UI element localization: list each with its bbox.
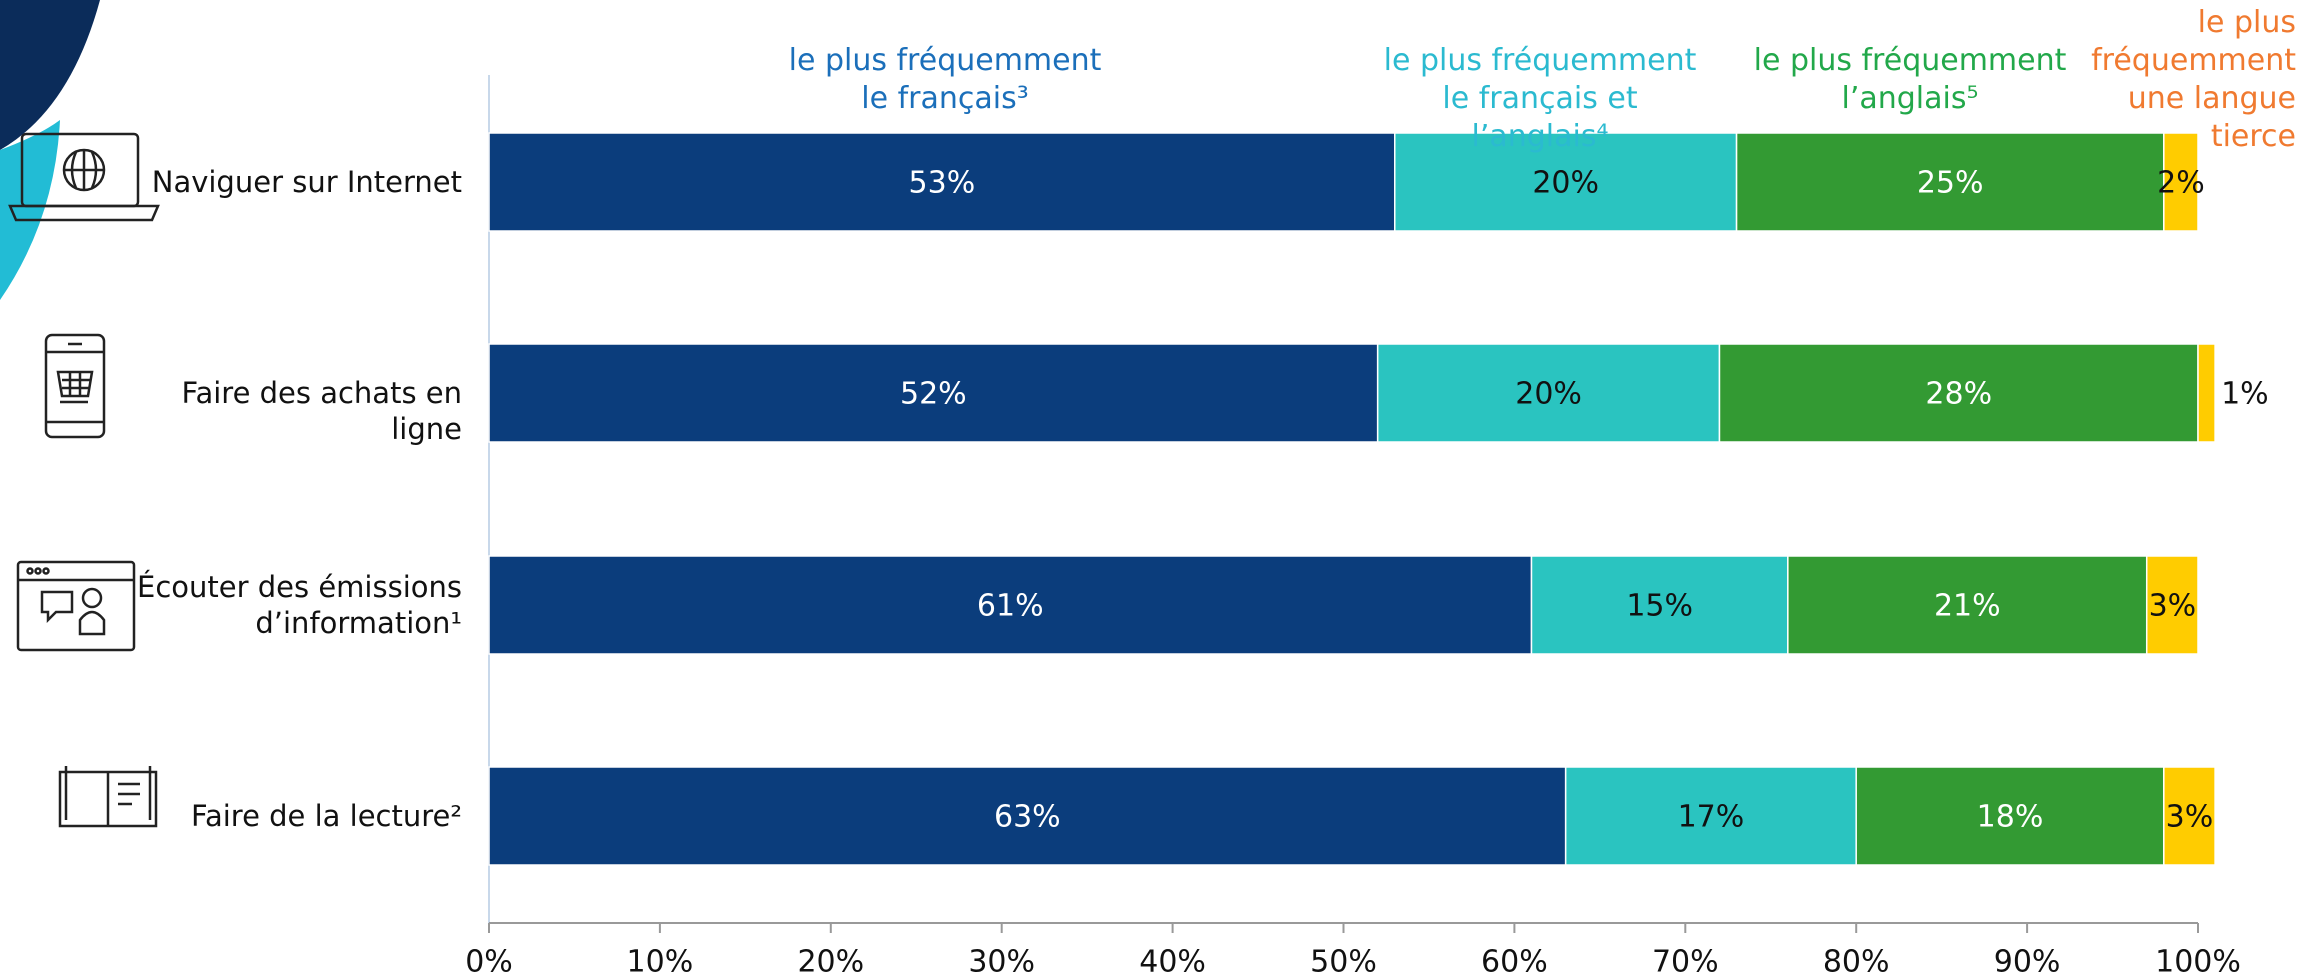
decoration: [0, 0, 100, 300]
bar-segment: [2163, 766, 2216, 866]
bar-segment: [488, 132, 1396, 232]
x-tick-label: 90%: [1994, 945, 2061, 974]
value-label: 3%: [2166, 800, 2214, 835]
bar-segment: [1787, 555, 2148, 655]
x-tick-label: 40%: [1139, 945, 1206, 974]
category-label: Écouter des émissions d’information¹: [137, 570, 462, 640]
bar-segment: [488, 766, 1567, 866]
x-tick-label: 20%: [797, 945, 864, 974]
x-tick-label: 30%: [968, 945, 1035, 974]
category-label: Faire des achats en ligne: [181, 376, 462, 446]
x-tick-label: 50%: [1310, 945, 1377, 974]
legend-label: le plus fréquemment l’anglais⁵: [1753, 43, 2067, 116]
value-label: 17%: [1678, 800, 1745, 835]
value-label: 20%: [1515, 377, 1582, 412]
value-label: 20%: [1532, 166, 1599, 201]
x-tick-label: 70%: [1652, 945, 1719, 974]
value-label: 28%: [1925, 377, 1992, 412]
bar-segment: [1394, 132, 1738, 232]
value-label: 18%: [1977, 800, 2044, 835]
value-label: 61%: [977, 589, 1044, 624]
bar-segment: [1376, 343, 1721, 443]
legend-label: le plus fréquemment le français et l’ang…: [1383, 43, 1697, 154]
value-label: 3%: [2149, 589, 2197, 624]
bar-segment: [1564, 766, 1857, 866]
category-label: Naviguer sur Internet: [151, 165, 462, 199]
x-tick-label: 10%: [627, 945, 694, 974]
x-tick-label: 0%: [465, 945, 513, 974]
value-label: 53%: [909, 166, 976, 201]
bar-segment: [1855, 766, 2165, 866]
bar-segment: [2163, 132, 2199, 232]
x-tick-label: 100%: [2155, 945, 2241, 974]
bar-segment: [488, 555, 1533, 655]
value-label: 63%: [994, 800, 1061, 835]
category-label: Faire de la lecture²: [190, 799, 462, 833]
value-label: 15%: [1626, 589, 1693, 624]
legend-label: le plus fréquemment le français³: [788, 43, 1102, 116]
bar-segment: [1718, 343, 2199, 443]
value-label: 25%: [1917, 166, 1984, 201]
x-tick-label: 60%: [1481, 945, 1548, 974]
bar-segment: [1735, 132, 2165, 232]
legend-label: le plus fréquemment une langue tierce: [2091, 5, 2296, 154]
icons: [8, 132, 160, 828]
value-label: 2%: [2157, 166, 2205, 201]
bar-segment: [2197, 343, 2216, 443]
value-label: 21%: [1934, 589, 2001, 624]
bar-segment: [2145, 555, 2199, 655]
value-label: 1%: [2221, 377, 2269, 412]
value-label: 52%: [900, 377, 967, 412]
x-tick-label: 80%: [1823, 945, 1890, 974]
